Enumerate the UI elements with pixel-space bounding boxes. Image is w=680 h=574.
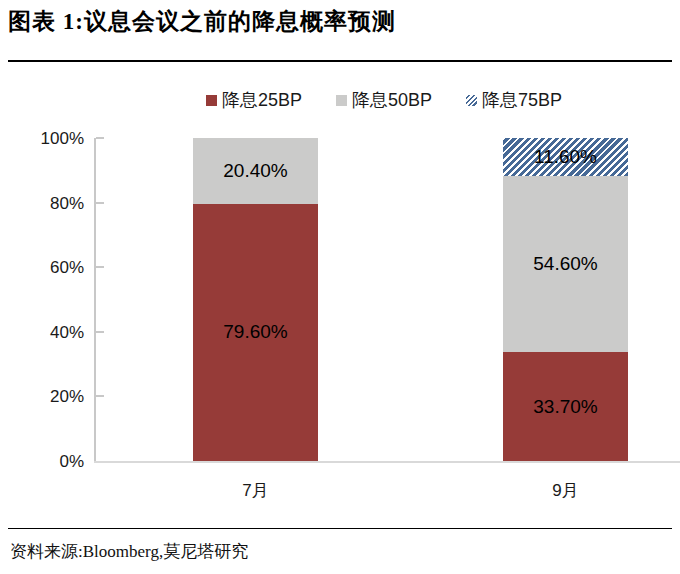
bar-segment-label: 54.60% — [533, 253, 597, 275]
y-axis-tick-label: 0% — [16, 453, 84, 470]
y-axis-tick — [96, 331, 104, 333]
legend-label: 降息25BP — [222, 88, 302, 112]
bar-segment: 79.60% — [193, 204, 318, 461]
y-axis-tick-label: 40% — [16, 323, 84, 340]
y-axis-tick-label: 100% — [16, 130, 84, 147]
bar-segment: 33.70% — [503, 352, 628, 461]
y-axis-line — [94, 138, 96, 461]
figure-title: 图表 1:议息会议之前的降息概率预测 — [8, 6, 396, 37]
y-axis-tick — [96, 137, 104, 139]
y-axis-tick — [96, 202, 104, 204]
legend-swatch — [336, 95, 347, 106]
figure: 图表 1:议息会议之前的降息概率预测 降息25BP 降息50BP 降息75BP 0%… — [0, 0, 680, 574]
legend-item: 降息50BP — [336, 88, 432, 112]
source-rule — [8, 528, 672, 529]
x-axis-line — [94, 461, 680, 463]
source-note: 资料来源:Bloomberg,莫尼塔研究 — [10, 540, 248, 563]
y-axis-tick-label: 20% — [16, 388, 84, 405]
x-axis-label: 9月 — [526, 479, 606, 502]
y-axis-tick — [96, 266, 104, 268]
bar-segment: 11.60% — [503, 138, 628, 175]
title-rule — [8, 60, 672, 62]
legend-item: 降息75BP — [466, 88, 562, 112]
bar-segment: 54.60% — [503, 176, 628, 352]
bar-segment-label: 11.60% — [534, 146, 597, 168]
legend-swatch — [206, 95, 217, 106]
y-axis-tick-label: 60% — [16, 259, 84, 276]
legend-item: 降息25BP — [206, 88, 302, 112]
legend-swatch — [466, 95, 477, 106]
y-axis-tick-label: 80% — [16, 194, 84, 211]
stacked-bar: 79.60% 20.40% — [193, 138, 318, 461]
bar-segment-label: 33.70% — [533, 396, 597, 418]
legend-label: 降息75BP — [482, 88, 562, 112]
bar-segment: 20.40% — [193, 138, 318, 204]
x-axis-label: 7月 — [216, 479, 296, 502]
y-axis-tick — [96, 395, 104, 397]
bar-segment-label: 20.40% — [223, 160, 287, 182]
chart-legend: 降息25BP 降息50BP 降息75BP — [96, 88, 672, 112]
legend-label: 降息50BP — [352, 88, 432, 112]
bar-segment-label: 79.60% — [223, 321, 287, 343]
stacked-bar: 33.70% 54.60% 11.60% — [503, 138, 628, 461]
plot-area: 0%20%40%60%80%100%79.60%20.40%7月33.70%54… — [96, 138, 672, 461]
